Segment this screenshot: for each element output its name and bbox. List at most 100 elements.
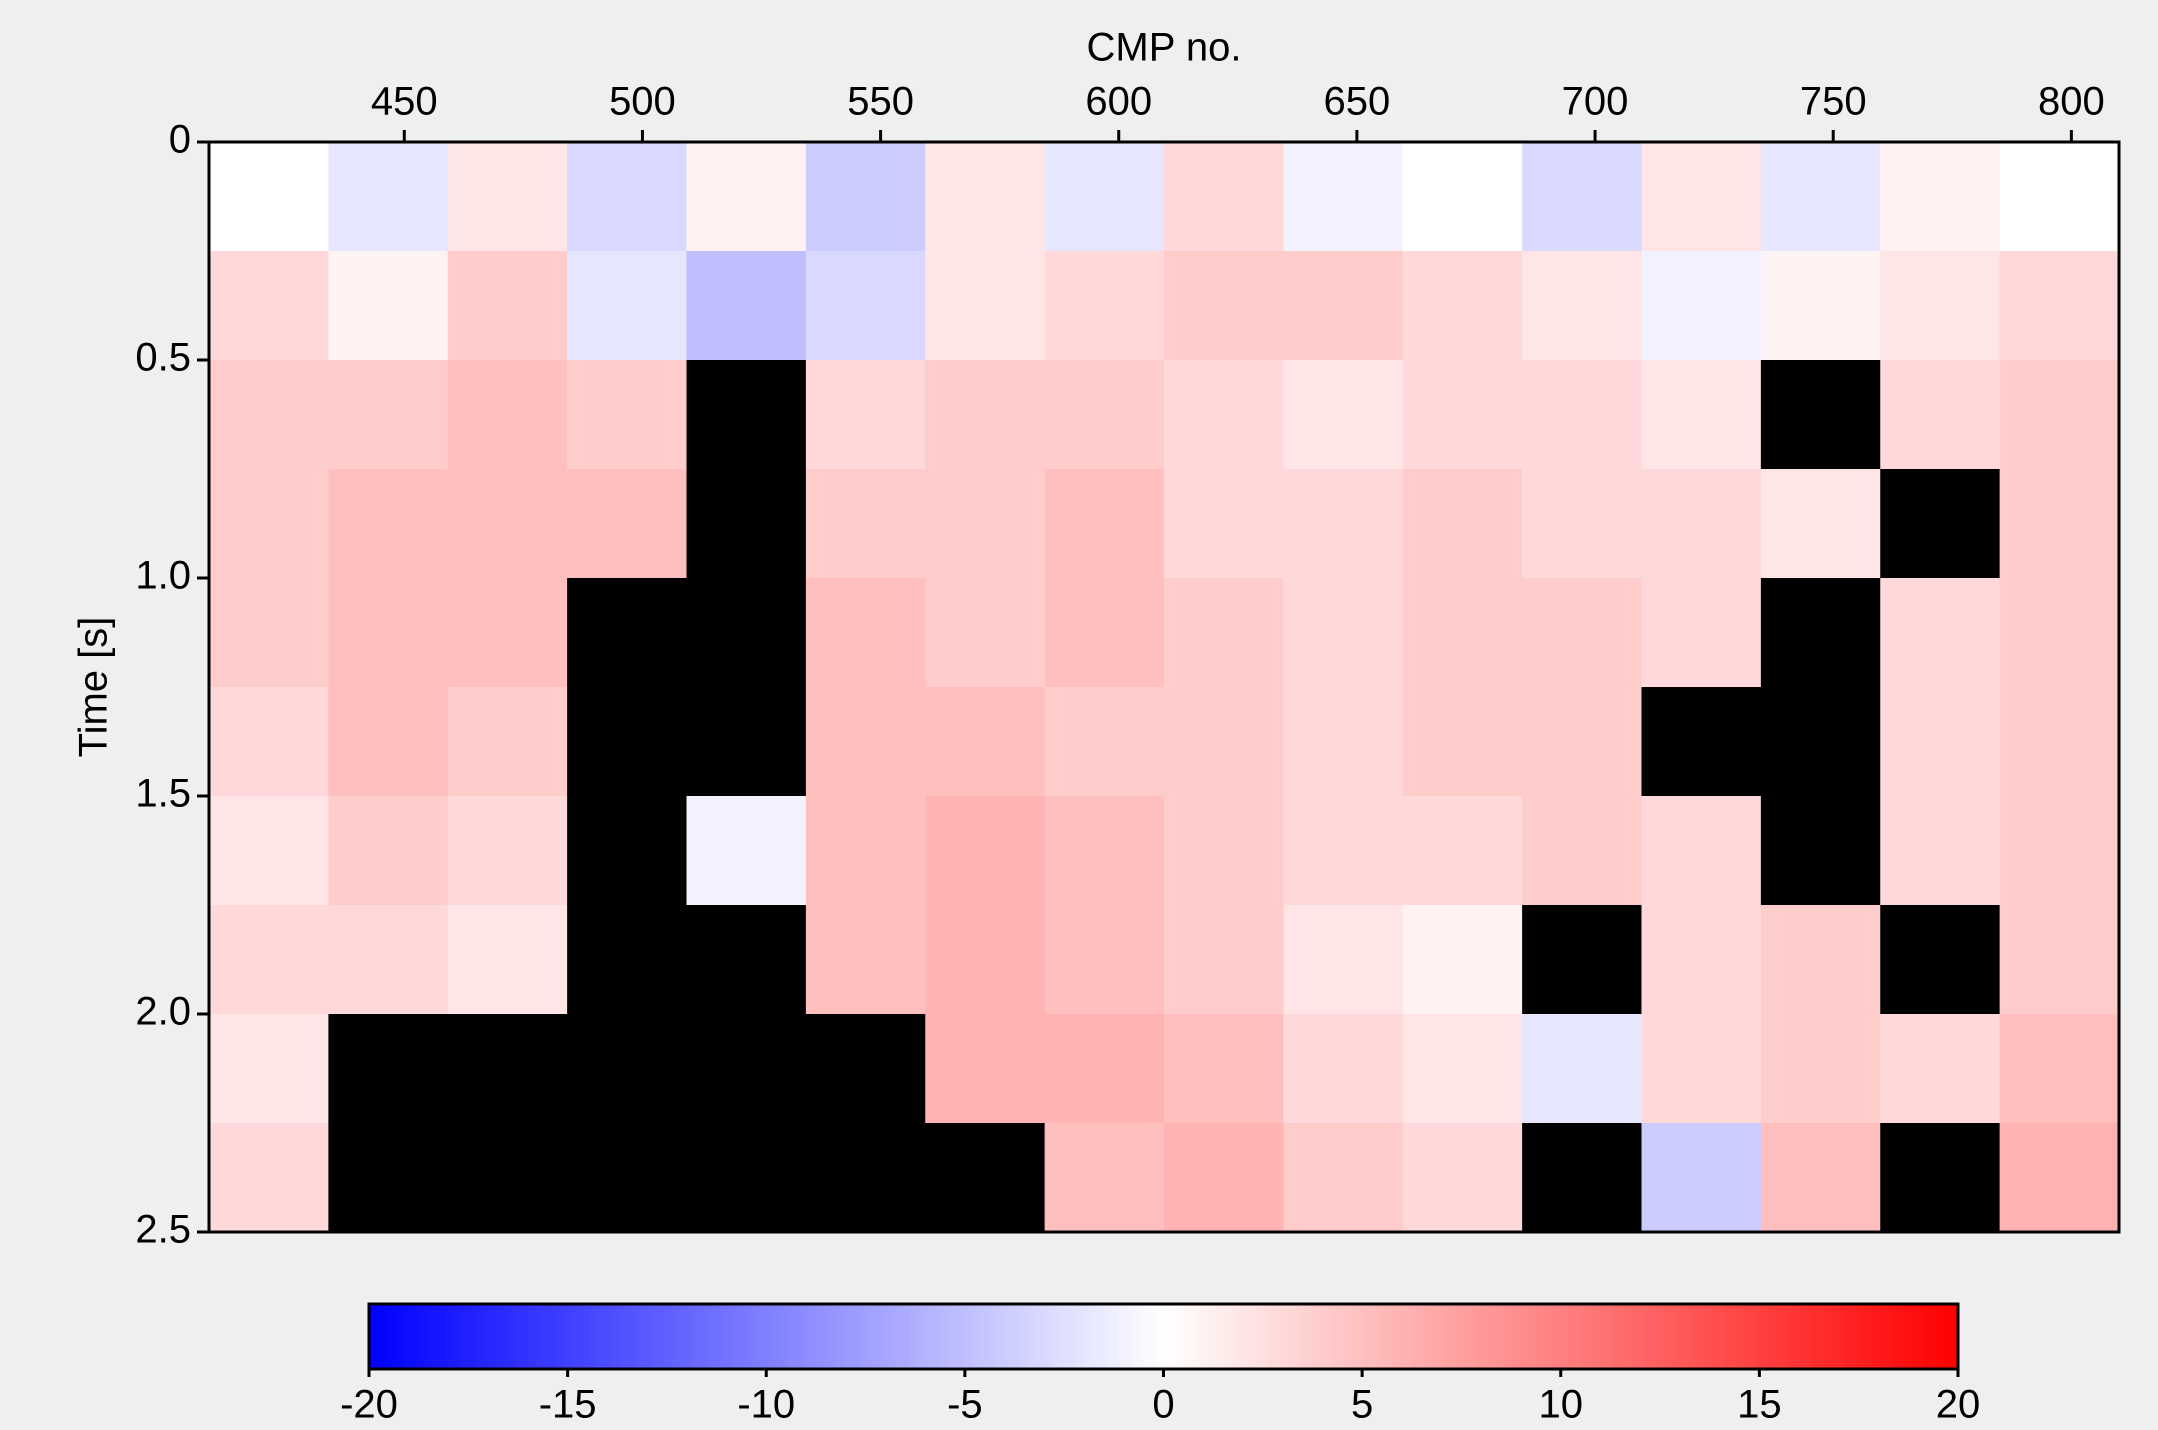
- heatmap-cell: [1641, 251, 1762, 361]
- heatmap-cell: [1522, 687, 1642, 797]
- heatmap-cell: [1164, 251, 1284, 361]
- heatmap-cell: [1402, 360, 1523, 470]
- heatmap-cell: [925, 796, 1046, 906]
- heatmap-cell: [209, 1123, 329, 1233]
- heatmap-cell: [328, 578, 449, 688]
- heatmap-cell: [1999, 142, 2120, 252]
- heatmap-cell: [1044, 469, 1165, 579]
- heatmap-cell: [1760, 360, 1881, 470]
- heatmap-cell: [1999, 1123, 2120, 1233]
- heatmap-cell: [447, 905, 568, 1015]
- heatmap-cell: [925, 578, 1046, 688]
- heatmap-cell: [328, 796, 449, 906]
- heatmap-cell: [686, 905, 807, 1015]
- heatmap-cell: [1880, 578, 2001, 688]
- heatmap-cell: [686, 1123, 807, 1233]
- heatmap-cell: [1641, 469, 1762, 579]
- heatmap-cell: [1283, 1123, 1404, 1233]
- heatmap-cell: [1760, 1014, 1881, 1124]
- heatmap-cell: [1641, 687, 1762, 797]
- x-tick-label: 500: [609, 80, 676, 124]
- heatmap-cell: [447, 1123, 568, 1233]
- heatmap-cell: [1283, 469, 1404, 579]
- heatmap-cell: [1044, 1014, 1165, 1124]
- heatmap-cell: [925, 687, 1046, 797]
- heatmap-cell: [1283, 905, 1404, 1015]
- heatmap-cell: [805, 469, 926, 579]
- heatmap-cell: [1880, 360, 2001, 470]
- heatmap-cell: [925, 469, 1046, 579]
- heatmap-cell: [447, 469, 568, 579]
- heatmap-cell: [328, 142, 449, 252]
- heatmap-cell: [1760, 142, 1881, 252]
- heatmap-cell: [1641, 360, 1762, 470]
- heatmap-cell: [686, 142, 807, 252]
- heatmap-cell: [1283, 687, 1404, 797]
- heatmap-cell: [447, 142, 568, 252]
- heatmap-cell: [805, 796, 926, 906]
- heatmap-cell: [1999, 1014, 2120, 1124]
- x-tick-label: 550: [847, 80, 914, 124]
- heatmap-cell: [328, 905, 449, 1015]
- y-axis-title: Time [s]: [72, 617, 116, 758]
- heatmap-cell: [686, 796, 807, 906]
- heatmap-cell: [1402, 687, 1523, 797]
- colorbar-tick-label: 20: [1936, 1383, 1981, 1427]
- heatmap-cell: [1760, 796, 1881, 906]
- heatmap-cell: [1522, 905, 1642, 1015]
- heatmap-cell: [1044, 687, 1165, 797]
- heatmap-cell: [1880, 469, 2001, 579]
- colorbar-tick-label: 5: [1351, 1383, 1373, 1427]
- heatmap-cell: [1044, 578, 1165, 688]
- heatmap-cell: [925, 1123, 1046, 1233]
- heatmap-cell: [1641, 1123, 1762, 1233]
- heatmap-cell: [328, 687, 449, 797]
- x-tick-label: 700: [1562, 80, 1629, 124]
- heatmap-cell: [1641, 905, 1762, 1015]
- heatmap-cell: [1522, 796, 1642, 906]
- heatmap-cell: [1880, 687, 2001, 797]
- colorbar-tick-label: 0: [1152, 1383, 1174, 1427]
- heatmap-cell: [925, 905, 1046, 1015]
- heatmap-cell: [1999, 905, 2120, 1015]
- heatmap-cell: [1044, 905, 1165, 1015]
- heatmap-cell: [925, 1014, 1046, 1124]
- heatmap-cell: [1522, 578, 1642, 688]
- heatmap-cell: [1283, 251, 1404, 361]
- heatmap-cell: [209, 687, 329, 797]
- heatmap-cell: [1641, 1014, 1762, 1124]
- heatmap-cell: [209, 1014, 329, 1124]
- y-tick-label: 1.5: [135, 772, 191, 816]
- heatmap-cell: [1999, 251, 2120, 361]
- heatmap-cell: [1880, 905, 2001, 1015]
- heatmap-cell: [1402, 905, 1523, 1015]
- x-tick-label: 450: [371, 80, 438, 124]
- heatmap-cell: [1999, 578, 2120, 688]
- heatmap-cell: [805, 905, 926, 1015]
- y-tick-label: 2.0: [135, 990, 191, 1034]
- heatmap-cell: [328, 469, 449, 579]
- heatmap-cell: [328, 1123, 449, 1233]
- heatmap-cell: [1164, 1123, 1284, 1233]
- heatmap-cell: [447, 251, 568, 361]
- heatmap-cell: [1522, 360, 1642, 470]
- heatmap-cell: [1164, 469, 1284, 579]
- heatmap-cell: [1164, 578, 1284, 688]
- heatmap-cell: [686, 360, 807, 470]
- heatmap-cell: [805, 578, 926, 688]
- heatmap-cell: [1522, 251, 1642, 361]
- colorbar-tick-label: 10: [1539, 1383, 1584, 1427]
- x-tick-label: 650: [1324, 80, 1391, 124]
- heatmap-cell: [686, 469, 807, 579]
- heatmap-cell: [925, 251, 1046, 361]
- heatmap-cell: [805, 687, 926, 797]
- heatmap-cell: [1164, 796, 1284, 906]
- heatmap-cell: [1044, 1123, 1165, 1233]
- heatmap-cell: [1164, 905, 1284, 1015]
- heatmap-cell: [567, 360, 687, 470]
- heatmap-cell: [1402, 469, 1523, 579]
- heatmap-cell: [447, 360, 568, 470]
- heatmap-cell: [1760, 905, 1881, 1015]
- heatmap-cell: [1641, 796, 1762, 906]
